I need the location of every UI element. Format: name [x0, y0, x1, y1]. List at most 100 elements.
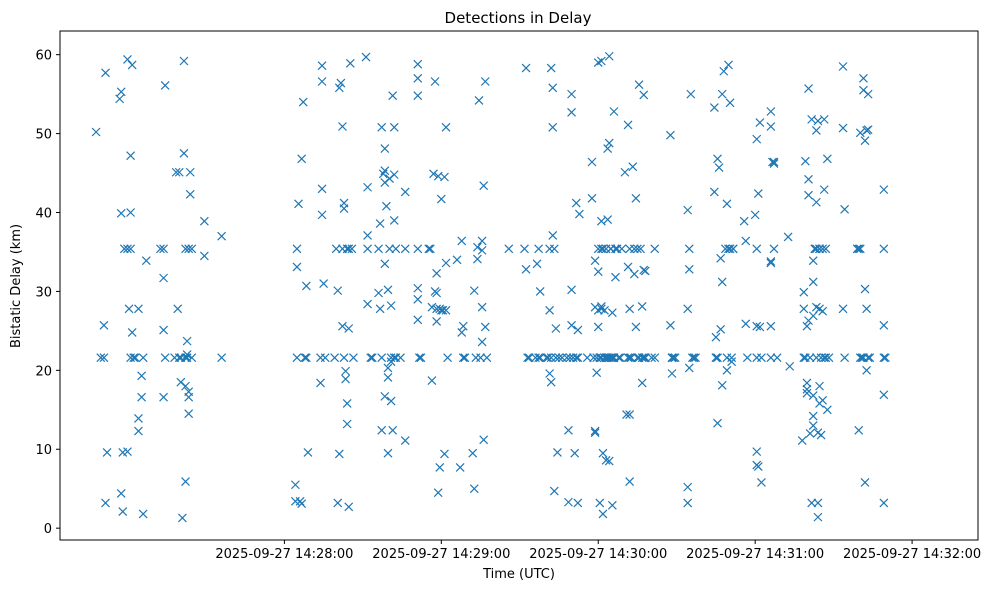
data-point: [134, 304, 143, 314]
data-point: [388, 91, 398, 101]
data-point: [772, 353, 782, 363]
data-point: [386, 396, 396, 406]
data-point: [389, 170, 399, 180]
data-point: [361, 52, 371, 62]
data-point: [666, 320, 675, 330]
data-point: [808, 411, 818, 421]
data-point: [137, 392, 147, 402]
data-point: [724, 60, 733, 70]
data-point: [182, 350, 192, 359]
data-point: [593, 267, 603, 277]
data-point: [366, 353, 376, 363]
data-point: [292, 262, 302, 272]
data-point: [380, 166, 390, 176]
data-point: [386, 301, 396, 311]
data-point: [400, 436, 410, 445]
data-point: [187, 353, 197, 363]
data-point: [127, 328, 137, 337]
data-point: [438, 305, 448, 315]
data-point: [804, 190, 813, 200]
data-point: [819, 185, 829, 195]
data-point: [331, 244, 341, 254]
data-point: [344, 502, 354, 512]
data-point: [862, 304, 872, 314]
data-point: [554, 353, 564, 363]
x-tick-label: 2025-09-27 14:31:00: [686, 547, 824, 562]
data-point: [570, 448, 580, 458]
data-point: [717, 89, 727, 99]
data-point: [130, 353, 140, 363]
data-point: [722, 365, 732, 375]
data-point: [752, 321, 762, 331]
data-point: [181, 244, 190, 254]
data-point: [689, 353, 699, 363]
data-point: [611, 272, 620, 282]
data-point: [600, 305, 609, 315]
data-point: [127, 60, 137, 70]
data-point: [755, 322, 765, 332]
data-point: [684, 244, 694, 254]
data-point: [545, 369, 555, 378]
data-point: [573, 353, 583, 363]
data-point: [101, 498, 110, 508]
data-point: [177, 513, 187, 523]
data-point: [797, 436, 807, 445]
data-point: [217, 231, 227, 241]
data-point: [727, 357, 737, 367]
data-point: [799, 353, 809, 363]
data-point: [725, 98, 735, 108]
data-point: [546, 63, 556, 73]
data-point: [440, 449, 449, 459]
data-point: [184, 244, 194, 254]
data-point: [396, 353, 405, 363]
data-point: [587, 157, 597, 167]
data-point: [297, 499, 307, 509]
data-point: [604, 138, 614, 148]
data-point: [574, 209, 584, 219]
data-point: [625, 410, 635, 419]
data-point: [96, 353, 106, 363]
data-point: [840, 204, 850, 214]
data-point: [741, 319, 751, 329]
data-point: [804, 84, 813, 94]
data-point: [455, 462, 465, 472]
data-point: [684, 264, 694, 274]
data-point: [816, 430, 826, 440]
data-point: [818, 395, 828, 405]
data-point: [879, 320, 889, 330]
data-point: [598, 509, 608, 519]
data-point: [292, 244, 302, 254]
data-point: [551, 324, 561, 333]
data-point: [811, 197, 821, 207]
data-point: [479, 435, 489, 445]
data-point: [714, 163, 724, 172]
data-point: [534, 244, 544, 254]
data-point: [582, 353, 592, 363]
data-point: [344, 244, 354, 254]
data-point: [377, 353, 387, 363]
data-point: [432, 268, 442, 278]
data-point: [854, 244, 864, 254]
chart-title: Detections in Delay: [445, 9, 592, 27]
data-point: [623, 262, 633, 272]
data-point: [102, 447, 112, 457]
data-point: [320, 353, 330, 363]
data-point: [383, 448, 393, 458]
data-point: [427, 376, 437, 386]
data-point: [727, 353, 737, 363]
data-point: [614, 353, 624, 363]
data-point: [317, 210, 327, 220]
data-point: [341, 374, 351, 384]
data-point: [603, 215, 613, 225]
data-point: [811, 244, 821, 254]
data-point: [458, 321, 468, 331]
data-point: [416, 353, 426, 363]
data-point: [301, 353, 311, 363]
data-point: [609, 107, 619, 116]
data-point: [854, 425, 864, 435]
data-point: [571, 353, 581, 363]
data-point: [713, 353, 722, 363]
data-point: [480, 77, 490, 86]
data-point: [860, 136, 870, 146]
